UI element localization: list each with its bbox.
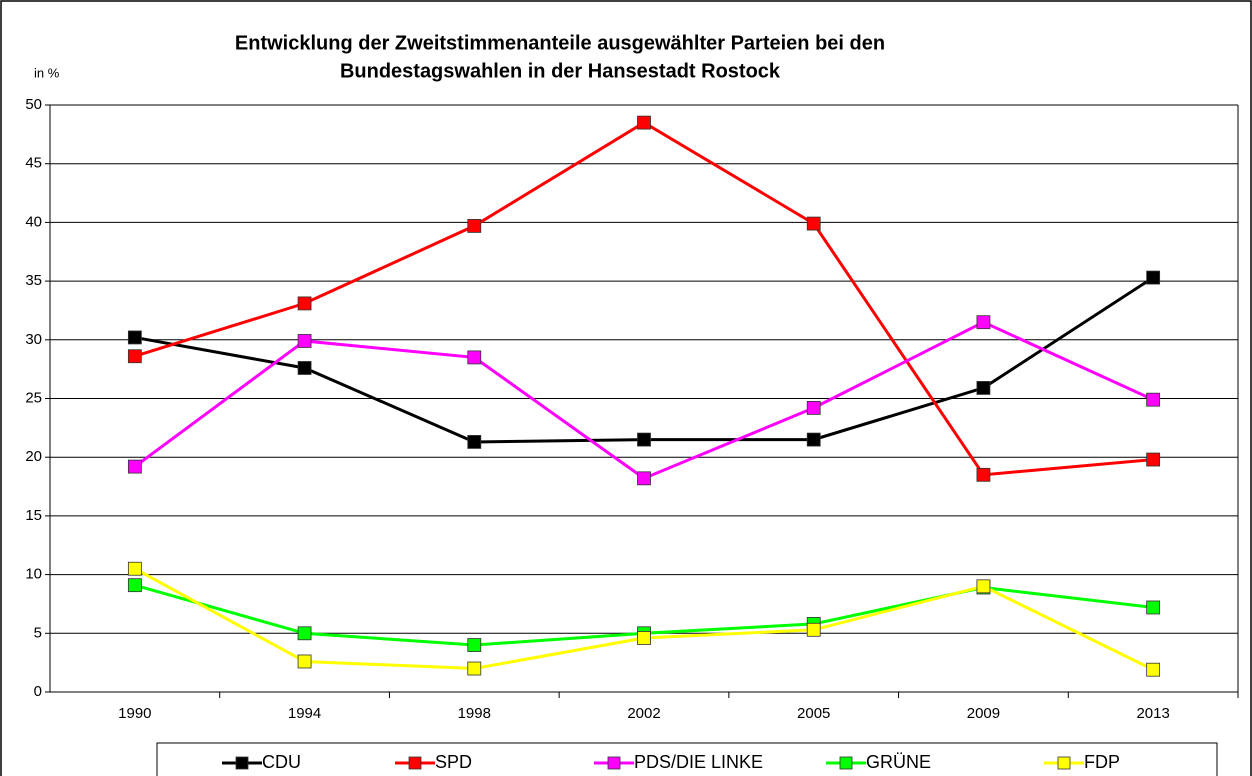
marker — [1146, 452, 1161, 467]
marker — [1146, 270, 1161, 285]
y-tick-label: 20 — [25, 448, 42, 465]
marker — [1146, 392, 1161, 407]
legend-marker — [1057, 756, 1071, 770]
legend-label: PDS/DIE LINKE — [634, 752, 763, 772]
legend-marker — [839, 756, 853, 770]
marker — [297, 361, 312, 375]
legend-marker — [607, 756, 621, 770]
chart-title: Bundestagswahlen in der Hansestadt Rosto… — [340, 60, 781, 82]
chart-title: Entwicklung der Zweitstimmenanteile ausg… — [235, 32, 885, 54]
marker — [637, 115, 651, 130]
marker — [467, 219, 482, 233]
x-tick-label: 2013 — [1136, 705, 1169, 722]
x-tick-label: 1994 — [288, 705, 321, 722]
marker — [297, 654, 312, 669]
x-tick-label: 1998 — [458, 705, 491, 722]
marker — [806, 622, 821, 637]
marker — [467, 350, 482, 365]
marker — [806, 432, 821, 447]
x-tick-label: 2005 — [797, 705, 830, 722]
y-tick-label: 15 — [25, 507, 42, 524]
legend-label: GRÜNE — [866, 752, 931, 772]
legend-label: SPD — [435, 752, 472, 772]
legend-box — [156, 742, 1218, 776]
legend-label: FDP — [1084, 752, 1120, 772]
marker — [127, 578, 142, 593]
marker — [976, 467, 991, 482]
y-tick-label: 5 — [34, 624, 42, 641]
marker — [1146, 662, 1161, 677]
y-tick-label: 10 — [25, 566, 42, 583]
marker — [637, 631, 651, 645]
marker — [297, 334, 312, 348]
marker — [127, 561, 142, 576]
y-axis-label: in % — [34, 65, 60, 80]
x-tick-label: 2009 — [967, 705, 1000, 722]
marker — [976, 315, 991, 330]
marker — [637, 432, 651, 447]
y-tick-label: 50 — [25, 96, 42, 113]
marker — [127, 330, 142, 345]
marker — [467, 638, 482, 652]
marker — [976, 579, 991, 594]
y-tick-label: 35 — [25, 272, 42, 289]
marker — [806, 400, 821, 415]
marker — [127, 349, 142, 364]
y-tick-label: 45 — [25, 155, 42, 172]
x-tick-label: 2002 — [627, 705, 660, 722]
y-tick-label: 40 — [25, 213, 42, 230]
marker — [806, 216, 821, 231]
legend-label: CDU — [262, 752, 301, 772]
y-tick-label: 30 — [25, 331, 42, 348]
y-tick-label: 25 — [25, 389, 42, 406]
marker — [637, 471, 651, 486]
legend-marker — [235, 756, 249, 770]
marker — [467, 435, 482, 449]
marker — [297, 626, 312, 641]
marker — [1146, 600, 1161, 615]
legend-marker — [408, 756, 422, 770]
marker — [297, 296, 312, 311]
marker — [467, 661, 482, 676]
marker — [976, 381, 991, 395]
x-tick-label: 1990 — [118, 705, 151, 722]
marker — [127, 459, 142, 474]
y-tick-label: 0 — [34, 683, 42, 700]
